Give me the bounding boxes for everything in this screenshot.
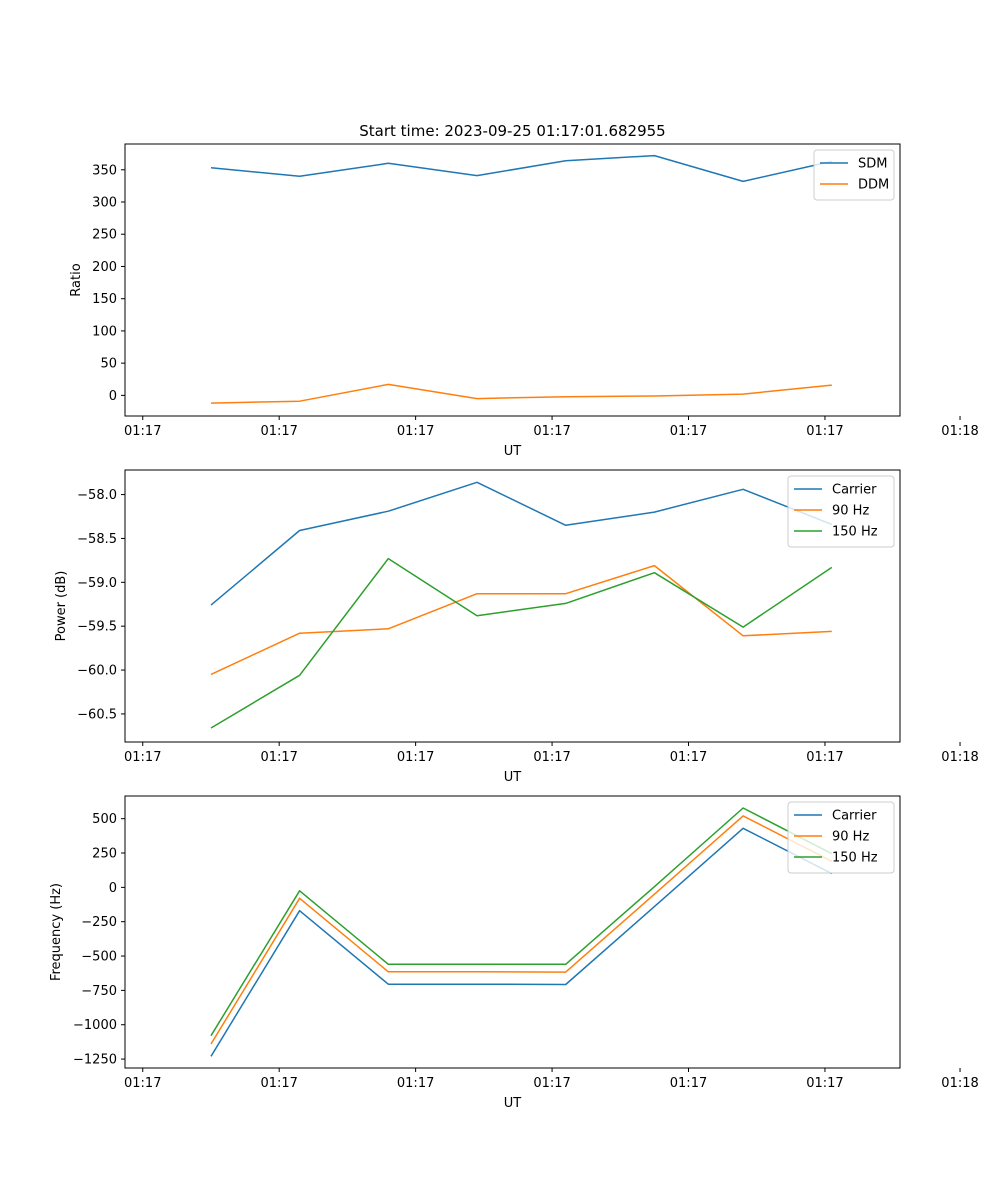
legend: Carrier 90 Hz 150 Hz (787, 801, 895, 874)
x-tick-label: 01:17 (806, 424, 843, 439)
legend: SDM DDM (813, 149, 895, 201)
x-tick-label: 01:17 (670, 1076, 707, 1091)
y-tick-label: 0 (109, 881, 117, 896)
y-tick-label: 50 (100, 357, 117, 372)
legend-label: DDM (858, 178, 889, 193)
y-tick-label: 150 (92, 292, 117, 307)
legend: Carrier 90 Hz 150 Hz (787, 475, 895, 548)
x-axis-label: UT (504, 1096, 522, 1111)
y-tick-label: −58.5 (77, 532, 117, 547)
y-tick-label: 250 (92, 228, 117, 243)
x-tick-label: 01:17 (533, 750, 570, 765)
x-tick-label: 01:17 (124, 750, 161, 765)
x-tick-label: 01:17 (533, 1076, 570, 1091)
series-line-90-hz (210, 815, 833, 1045)
y-tick-label: 250 (92, 847, 117, 862)
x-axis-label: UT (504, 770, 522, 785)
series-line-ddm (210, 383, 832, 404)
y-tick-label: −60.5 (77, 707, 117, 722)
y-tick-label: 300 (92, 196, 117, 211)
y-tick-label: −250 (81, 915, 117, 930)
x-tick-label: 01:17 (806, 1076, 843, 1091)
legend-box (787, 801, 895, 874)
x-tick-label: 01:17 (124, 424, 161, 439)
legend-label: 150 Hz (832, 525, 878, 540)
chart-panel-3: 01:17 01:17 01:17 01:17 01:17 01:17 01:18 −1250… (49, 795, 979, 1111)
y-axis-label: Power (dB) (54, 571, 69, 642)
chart-panel-2: 01:17 01:17 01:17 01:17 01:17 01:17 01:18 −60.5… (54, 469, 979, 785)
x-tick-label: 01:17 (397, 1076, 434, 1091)
y-tick-label: −1000 (73, 1018, 117, 1033)
y-tick-label: −60.0 (77, 664, 117, 679)
series-line-150-hz (210, 557, 833, 729)
y-tick-label: −750 (81, 984, 117, 999)
axes-frame (124, 143, 901, 417)
x-tick-label: 01:18 (941, 750, 978, 765)
series-line-carrier (210, 827, 833, 1057)
chart-title: Start time: 2023-09-25 01:17:01.682955 (359, 122, 665, 140)
y-tick-label: 350 (92, 163, 117, 178)
x-tick-label: 01:17 (124, 1076, 161, 1091)
y-tick-label: 0 (109, 389, 117, 404)
series-line-90-hz (210, 564, 832, 676)
legend-label: 150 Hz (832, 851, 878, 866)
y-tick-label: 500 (92, 812, 117, 827)
legend-label: 90 Hz (832, 830, 869, 845)
x-tick-label: 01:17 (670, 750, 707, 765)
x-tick-label: 01:17 (533, 424, 570, 439)
y-tick-label: −1250 (73, 1053, 117, 1068)
series-line-carrier (210, 481, 833, 606)
axes-frame (124, 795, 901, 1069)
x-tick-label: 01:17 (260, 1076, 297, 1091)
x-tick-label: 01:17 (397, 750, 434, 765)
axes-frame (124, 469, 901, 743)
y-axis-label: Ratio (69, 263, 84, 296)
y-tick-label: −59.0 (77, 576, 117, 591)
y-tick-label: 100 (92, 324, 117, 339)
chart-panel-1: 01:17 01:17 01:17 01:17 01:17 01:17 01:18 0 50 10… (69, 122, 979, 459)
legend-label: 90 Hz (832, 504, 869, 519)
legend-label: Carrier (832, 483, 877, 498)
legend-box (787, 475, 895, 548)
series-line-150-hz (210, 807, 833, 1037)
x-tick-label: 01:18 (941, 1076, 978, 1091)
y-tick-label: −500 (81, 950, 117, 965)
x-tick-label: 01:17 (670, 424, 707, 439)
y-tick-label: 200 (92, 260, 117, 275)
legend-label: SDM (858, 157, 887, 172)
legend-label: Carrier (832, 809, 877, 824)
x-tick-label: 01:17 (260, 424, 297, 439)
series-line-sdm (210, 154, 832, 183)
y-tick-label: −58.0 (77, 488, 117, 503)
x-tick-label: 01:17 (260, 750, 297, 765)
y-tick-label: −59.5 (77, 620, 117, 635)
y-axis-label: Frequency (Hz) (49, 883, 64, 981)
x-tick-label: 01:18 (941, 424, 978, 439)
x-tick-label: 01:17 (806, 750, 843, 765)
x-tick-label: 01:17 (397, 424, 434, 439)
x-axis-label: UT (504, 444, 522, 459)
